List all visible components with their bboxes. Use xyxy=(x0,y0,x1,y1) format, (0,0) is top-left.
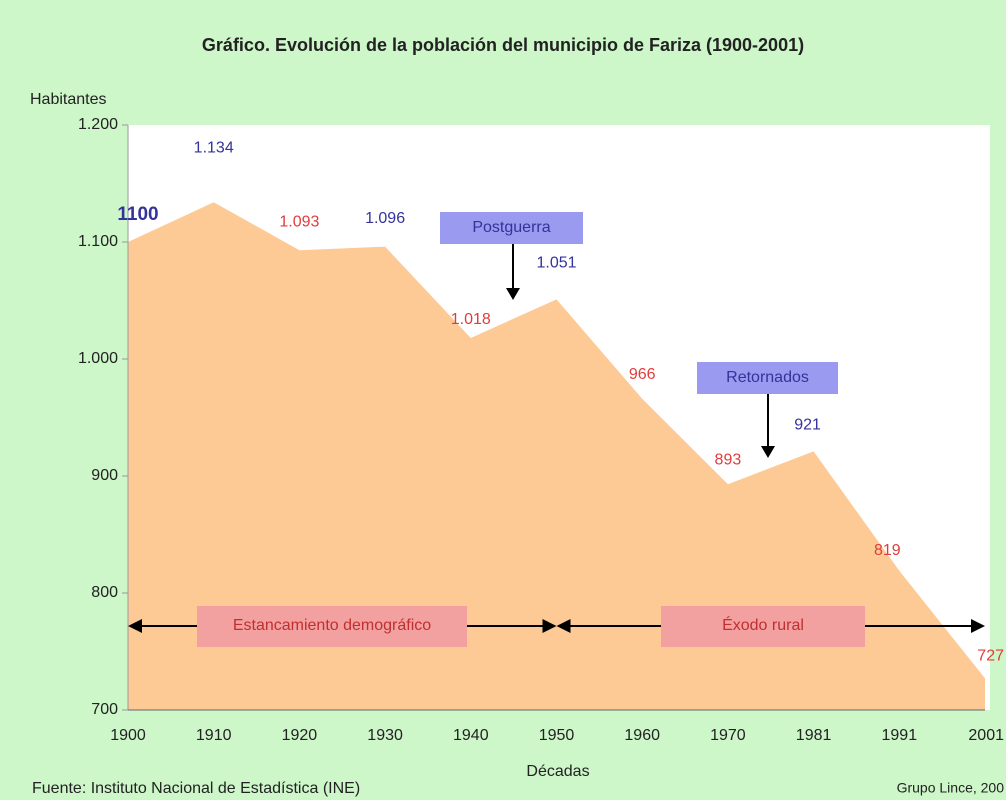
period-box xyxy=(661,606,865,647)
value-label: 819 xyxy=(874,542,901,559)
value-label: 1100 xyxy=(117,204,158,225)
x-tick-label: 1900 xyxy=(110,727,146,744)
arrow-head xyxy=(506,288,520,300)
arrow-head xyxy=(128,619,142,633)
annotation-label: Postguerra xyxy=(472,219,550,236)
x-tick-label: 1910 xyxy=(196,727,232,744)
y-axis-title: Habitantes xyxy=(30,91,107,108)
y-tick-label: 700 xyxy=(91,701,118,718)
x-tick-label: 2001 xyxy=(968,727,1004,744)
period-box xyxy=(197,606,467,647)
annotation-label: Retornados xyxy=(726,369,809,386)
value-label: 1.018 xyxy=(451,311,491,328)
y-tick-label: 1.000 xyxy=(78,350,118,367)
y-tick-label: 1.100 xyxy=(78,233,118,250)
area xyxy=(128,202,985,710)
period-label: Estancamiento demográfico xyxy=(233,617,431,634)
x-tick-label: 1930 xyxy=(367,727,403,744)
value-label: 1.051 xyxy=(536,255,576,272)
y-tick-label: 900 xyxy=(91,467,118,484)
source: Fuente: Instituto Nacional de Estadístic… xyxy=(32,780,360,797)
value-label: 966 xyxy=(629,366,656,383)
x-tick-label: 1940 xyxy=(453,727,489,744)
chart-title: Gráfico. Evolución de la población del m… xyxy=(202,35,804,55)
credit: Grupo Lince, 200 xyxy=(897,780,1005,796)
value-label: 727 xyxy=(977,648,1004,665)
arrow-head xyxy=(971,619,985,633)
x-tick-label: 1960 xyxy=(624,727,660,744)
y-tick-label: 800 xyxy=(91,584,118,601)
value-label: 1.134 xyxy=(194,139,234,156)
x-tick-label: 1950 xyxy=(539,727,575,744)
arrow-head xyxy=(761,446,775,458)
annotation-box xyxy=(697,362,838,394)
x-tick-label: 1991 xyxy=(882,727,918,744)
x-axis-title: Décadas xyxy=(526,763,589,780)
value-label: 893 xyxy=(715,451,742,468)
period-label: Éxodo rural xyxy=(722,615,804,634)
x-tick-label: 1981 xyxy=(796,727,832,744)
value-label: 921 xyxy=(794,417,821,434)
value-label: 1.093 xyxy=(279,213,319,230)
arrow-head xyxy=(542,619,557,633)
x-tick-label: 1920 xyxy=(282,727,318,744)
y-tick-label: 1.200 xyxy=(78,116,118,133)
annotation-box xyxy=(440,212,583,244)
x-tick-label: 1970 xyxy=(710,727,746,744)
arrow-head xyxy=(556,619,571,633)
value-label: 1.096 xyxy=(365,210,405,227)
